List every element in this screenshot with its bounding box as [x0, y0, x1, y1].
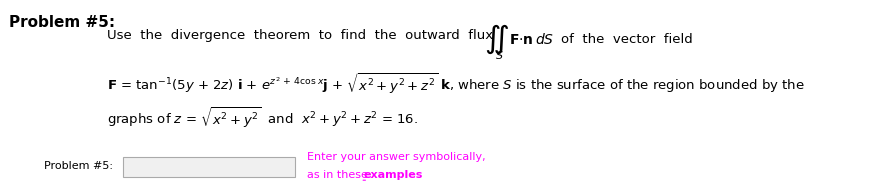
FancyBboxPatch shape: [123, 156, 295, 177]
Text: $S$: $S$: [496, 49, 504, 61]
Text: examples: examples: [363, 170, 423, 180]
Text: Enter your answer symbolically,: Enter your answer symbolically,: [306, 151, 486, 161]
Text: Problem #5:: Problem #5:: [44, 161, 114, 171]
Text: $\iint$: $\iint$: [485, 23, 510, 56]
Text: graphs of $z$ = $\sqrt{x^2+y^2}$  and  $x^2+y^2+z^2$ = 16.: graphs of $z$ = $\sqrt{x^2+y^2}$ and $x^…: [107, 106, 418, 130]
Text: $\mathbf{F}$ = tan$^{-1}$(5$y$ + 2$z$) $\mathbf{i}$ + $e^{z^2\,+\,4\cos x}$$\mat: $\mathbf{F}$ = tan$^{-1}$(5$y$ + 2$z$) $…: [107, 72, 805, 96]
Text: Use  the  divergence  theorem  to  find  the  outward  flux: Use the divergence theorem to find the o…: [107, 29, 493, 42]
Text: $\mathbf{F}{\cdot}\mathbf{n}\,dS$: $\mathbf{F}{\cdot}\mathbf{n}\,dS$: [509, 32, 554, 47]
Text: of  the  vector  field: of the vector field: [561, 33, 693, 46]
Text: as in these: as in these: [306, 170, 371, 180]
Text: Problem #5:: Problem #5:: [9, 15, 115, 30]
